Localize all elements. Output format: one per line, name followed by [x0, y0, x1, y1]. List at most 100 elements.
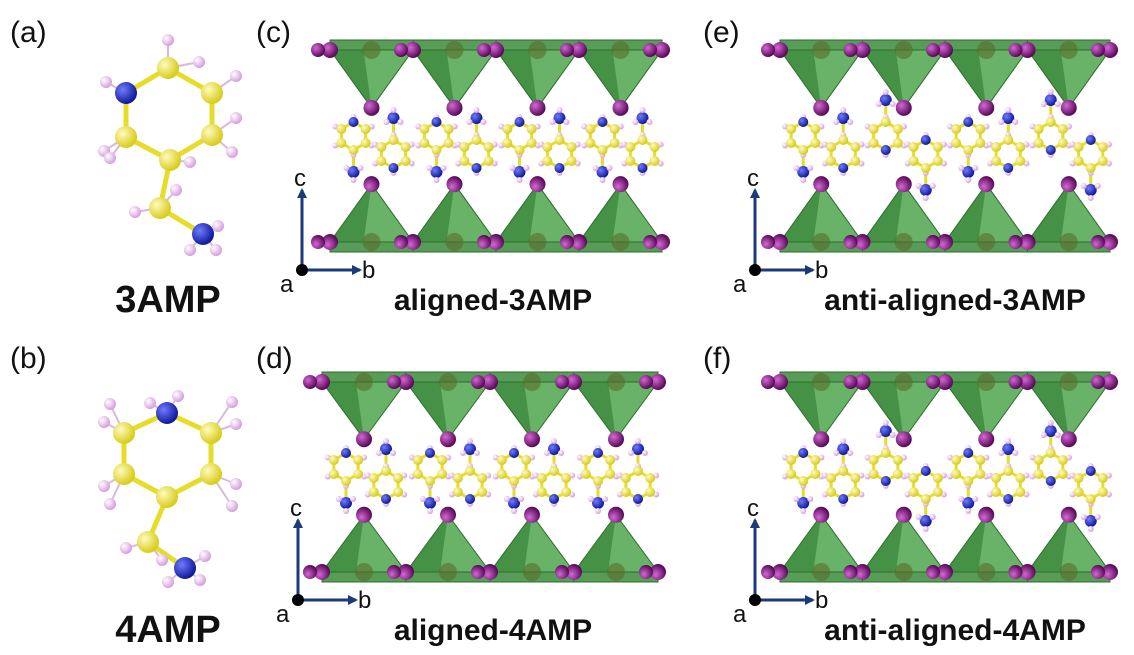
carbon-atom: [412, 469, 423, 479]
hydrogen-atom: [875, 101, 882, 107]
octahedron: [574, 514, 616, 572]
iodine-atom: [639, 375, 653, 389]
lead-atom: [607, 373, 625, 391]
carbon-atom: [459, 156, 470, 166]
nitrogen-atom: [348, 117, 359, 127]
hydrogen-atom: [1005, 107, 1012, 113]
iodine-atom: [363, 99, 380, 116]
carbon-atom: [609, 138, 620, 148]
carbon-atom: [521, 469, 532, 479]
hydrogen-atom: [558, 450, 564, 456]
hydrogen-atom: [833, 450, 840, 456]
hydrogen-atom: [599, 177, 606, 183]
carbon-atom: [1033, 138, 1044, 148]
iodine-atom: [560, 43, 574, 57]
carbon-atom: [348, 145, 359, 155]
hydrogen-atom: [104, 152, 116, 164]
hydrogen-atom: [357, 165, 364, 171]
b-axis-label: b: [358, 587, 371, 614]
nitrogen-atom: [1085, 466, 1096, 476]
hydrogen-atom: [642, 450, 648, 456]
carbon-atom: [137, 531, 159, 553]
hydrogen-atom: [230, 478, 242, 490]
carbon-atom: [1097, 156, 1108, 166]
caption-3amp: 3AMP: [115, 279, 221, 321]
carbon-atom: [200, 463, 222, 485]
carbon-atom: [932, 156, 943, 166]
iodine-atom: [405, 234, 421, 250]
iodine-atom: [1060, 99, 1077, 116]
carbon-atom: [1057, 455, 1068, 465]
iodine-atom: [772, 234, 788, 250]
carbon-atom: [509, 476, 519, 486]
lead-atom: [1059, 233, 1078, 251]
iodine-atom: [524, 431, 540, 448]
hydrogen-atom: [336, 496, 342, 502]
iodine-atom: [555, 565, 569, 579]
panel-d: (d) c b a aligned-4AMP: [256, 342, 666, 647]
panel-label-a: (a): [10, 16, 47, 49]
carbon-atom: [376, 156, 387, 166]
iodine-atom: [1008, 565, 1023, 579]
hydrogen-atom: [800, 508, 807, 514]
carbon-atom: [838, 466, 849, 476]
hydrogen-atom: [592, 165, 599, 171]
carbon-atom: [951, 455, 962, 465]
iodine-atom: [813, 99, 830, 116]
iodine-atom: [978, 431, 995, 448]
lead-atom: [523, 563, 541, 581]
hydrogen-atom: [847, 119, 854, 125]
iodine-atom: [356, 431, 372, 448]
carbon-atom: [566, 156, 577, 166]
iodine-atom: [1091, 375, 1105, 389]
iodine-atom: [843, 235, 858, 249]
nitrogen-atom: [464, 443, 476, 455]
hydrogen-atom: [466, 119, 473, 125]
carbon-atom: [561, 473, 572, 483]
octahedron: [945, 382, 987, 440]
iodine-atom: [311, 235, 325, 249]
carbon-atom: [838, 135, 849, 145]
carbon-atom: [549, 466, 559, 476]
a-axis-label: a: [276, 601, 290, 628]
panel-a: (a) 3AMP: [10, 16, 242, 321]
carbon-atom: [419, 124, 430, 134]
iodine-atom: [650, 564, 666, 580]
iodine-atom: [1091, 43, 1105, 57]
carbon-atom: [810, 138, 821, 148]
organic-layer: [782, 420, 1112, 532]
iodine-atom: [394, 43, 408, 57]
hydrogen-atom: [972, 496, 979, 502]
lead-atom: [355, 563, 373, 581]
lead-atom: [607, 563, 625, 581]
carbon-atom: [908, 473, 919, 483]
carbon-atom: [908, 142, 919, 152]
hydrogen-atom: [1094, 514, 1101, 520]
octahedron: [780, 514, 822, 572]
a-axis-label: a: [280, 271, 294, 298]
hydrogen-atom: [1040, 432, 1047, 438]
iodine-atom: [555, 375, 569, 389]
lead-atom: [894, 41, 913, 59]
inorganic-layer-bottom: [761, 506, 1118, 583]
hydrogen-atom: [556, 107, 563, 113]
carbon-atom: [892, 455, 903, 465]
carbon-atom: [868, 138, 879, 148]
nitrogen-atom: [1002, 443, 1015, 455]
nitrogen-atom: [1002, 112, 1015, 124]
caption-anti-aligned-3amp: anti-aligned-3AMP: [824, 284, 1086, 317]
octahedron: [1027, 514, 1069, 572]
iodine-atom: [303, 375, 317, 389]
carbon-atom: [502, 124, 513, 134]
nitrogen-atom: [388, 163, 399, 173]
carbon-atom: [826, 487, 837, 497]
hydrogen-atom: [434, 496, 440, 502]
iodine-atom: [322, 42, 338, 58]
hydrogen-atom: [420, 496, 426, 502]
carbon-atom: [477, 487, 488, 497]
carbon-atom: [1097, 473, 1108, 483]
carbon-atom: [328, 455, 339, 465]
carbon-atom: [798, 145, 809, 155]
carbon-atom: [1057, 124, 1068, 134]
